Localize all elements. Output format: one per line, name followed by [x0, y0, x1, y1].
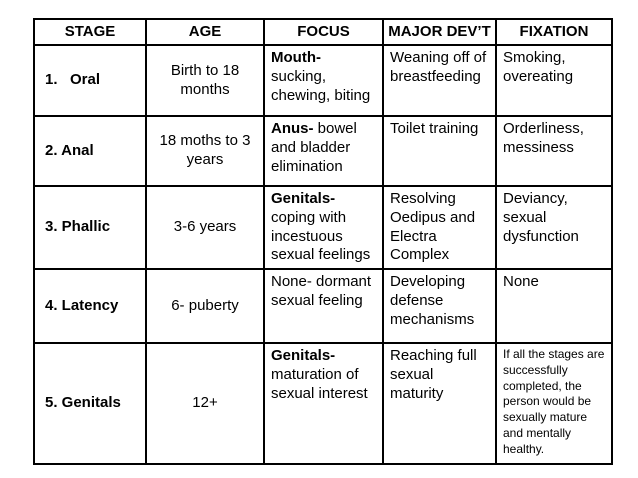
cell-fixation: None: [495, 268, 613, 344]
focus-description: coping with incestuous sexual feelings: [271, 208, 371, 264]
focus-description: None- dormant sexual feeling: [271, 273, 376, 309]
cell-age: Birth to 18 months: [145, 44, 265, 117]
cell-stage: 2. Anal: [33, 115, 147, 187]
cell-fixation: If all the stages are successfully compl…: [495, 342, 613, 465]
header-cell-focus: FOCUS: [263, 18, 384, 46]
cell-fixation: Orderliness, messiness: [495, 115, 613, 187]
focus-lead-word: Genitals-: [271, 347, 336, 364]
header-cell-stage: STAGE: [33, 18, 147, 46]
cell-focus: Genitals- coping with incestuous sexual …: [263, 185, 384, 270]
psychosexual-stages-table: STAGE AGE FOCUS MAJOR DEV’T FIXATION 1. …: [33, 18, 613, 465]
table-header-row: STAGE AGE FOCUS MAJOR DEV’T FIXATION: [33, 18, 613, 46]
focus-description: maturation of sexual interest: [271, 365, 368, 402]
cell-stage: 4. Latency: [33, 268, 147, 344]
header-cell-age: AGE: [145, 18, 265, 46]
cell-age: 12+: [145, 342, 265, 465]
cell-stage: 5. Genitals: [33, 342, 147, 465]
cell-stage: 3. Phallic: [33, 185, 147, 270]
cell-major-dev: Toilet training: [382, 115, 497, 187]
cell-stage: 1. Oral: [33, 44, 147, 117]
focus-lead-word: Anus-: [271, 120, 314, 137]
table-row-genitals: 5. Genitals 12+ Genitals- maturation of …: [33, 342, 613, 465]
focus-description: sucking, chewing, biting: [271, 67, 371, 104]
cell-major-dev: Resolving Oedipus and Electra Complex: [382, 185, 497, 270]
cell-age: 3-6 years: [145, 185, 265, 270]
header-cell-fixation: FIXATION: [495, 18, 613, 46]
cell-major-dev: Reaching full sexual maturity: [382, 342, 497, 465]
cell-age: 6- puberty: [145, 268, 265, 344]
cell-focus: None- dormant sexual feeling: [263, 268, 384, 344]
focus-lead-word: Genitals-: [271, 190, 336, 207]
cell-fixation: Smoking, overeating: [495, 44, 613, 117]
focus-lead-word: Mouth-: [271, 49, 321, 66]
cell-age: 18 moths to 3 years: [145, 115, 265, 187]
cell-focus: Genitals- maturation of sexual interest: [263, 342, 384, 465]
table-row-latency: 4. Latency 6- puberty None- dormant sexu…: [33, 268, 613, 344]
cell-major-dev: Weaning off of breastfeeding: [382, 44, 497, 117]
focus-description: bowel and bladder elimination: [271, 120, 362, 175]
cell-focus: Mouth- sucking, chewing, biting: [263, 44, 384, 117]
cell-fixation: Deviancy, sexual dysfunction: [495, 185, 613, 270]
table-row-phallic: 3. Phallic 3-6 years Genitals- coping wi…: [33, 185, 613, 270]
header-cell-major-dev: MAJOR DEV’T: [382, 18, 497, 46]
cell-major-dev: Developing defense mechanisms: [382, 268, 497, 344]
table-row-oral: 1. Oral Birth to 18 months Mouth- suckin…: [33, 44, 613, 117]
table-row-anal: 2. Anal 18 moths to 3 years Anus- bowel …: [33, 115, 613, 187]
cell-focus: Anus- bowel and bladder elimination: [263, 115, 384, 187]
